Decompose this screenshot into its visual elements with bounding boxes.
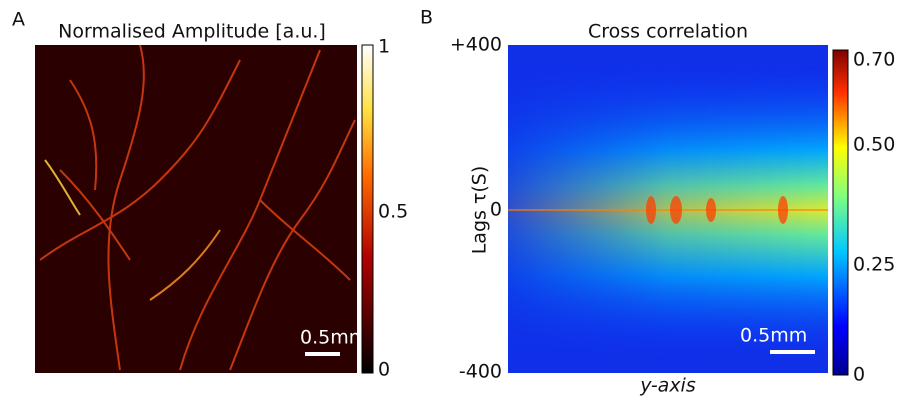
- amplitude-image: [35, 45, 357, 373]
- colorbar-tick: 0.50: [853, 134, 895, 156]
- scale-bar-label: 0.5mm: [300, 327, 367, 349]
- y-tick-label: +400: [450, 34, 502, 56]
- colorbar-tick: 0.5: [378, 201, 408, 223]
- colorbar-tick: 0.25: [853, 254, 895, 276]
- panel-title: Cross correlation: [588, 21, 748, 43]
- colorbar-tick: 0.70: [853, 49, 895, 71]
- scale-bar-label: 0.5mm: [740, 325, 807, 347]
- y-axis-label: Lags τ(S): [469, 166, 491, 255]
- panel-title: Normalised Amplitude [a.u.]: [58, 21, 326, 43]
- panel-label: A: [12, 9, 25, 31]
- y-tick-label: -400: [459, 361, 502, 383]
- colorbar: [832, 49, 849, 376]
- x-axis-label: y-axis: [639, 375, 696, 397]
- scale-bar: [770, 350, 815, 354]
- peaks: [646, 196, 788, 224]
- y-tick-label: 0: [490, 199, 502, 221]
- colorbar: [361, 44, 374, 374]
- vessels: [39, 44, 356, 371]
- scale-bar: [305, 352, 340, 356]
- colorbar-tick: 0: [378, 359, 390, 381]
- panel-label: B: [420, 7, 433, 29]
- colorbar-tick: 1: [378, 36, 390, 58]
- colorbar-tick: 0: [853, 364, 865, 386]
